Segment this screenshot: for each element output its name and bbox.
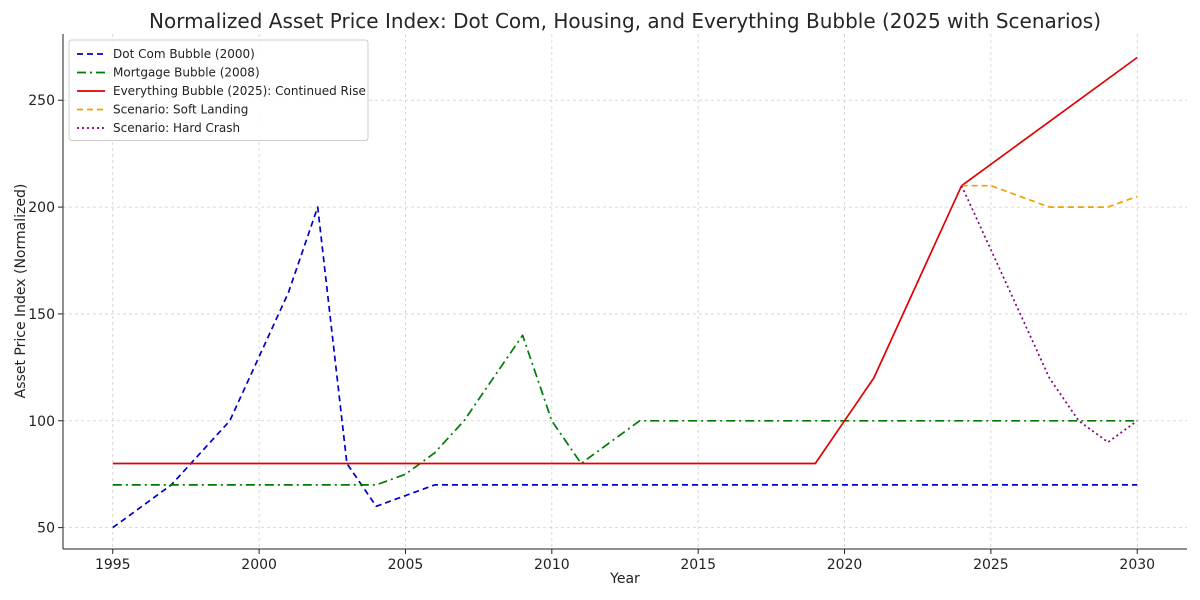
chart-title: Normalized Asset Price Index: Dot Com, H… (149, 9, 1101, 33)
legend-label-2: Mortgage Bubble (2008) (113, 66, 260, 80)
x-tick-label: 2005 (388, 557, 424, 573)
x-tick-label: 2015 (680, 557, 716, 573)
x-tick-label: 2030 (1119, 557, 1155, 573)
x-tick-label: 2025 (973, 557, 1009, 573)
series-line-2 (112, 334, 1138, 486)
x-tick-label: 1995 (95, 557, 131, 573)
x-tick-label: 2010 (534, 557, 570, 573)
legend-label-3: Everything Bubble (2025): Continued Rise (113, 84, 366, 98)
series-lines (112, 56, 1138, 529)
y-axis-label: Asset Price Index (Normalized) (13, 184, 29, 399)
x-axis-label: Year (609, 571, 640, 587)
legend: Dot Com Bubble (2000) Mortgage Bubble (20… (68, 39, 369, 141)
x-tick-label: 2000 (241, 557, 277, 573)
tick-labels: 1995 2000 2005 2010 2015 2020 2025 2030 50 100 150… (28, 93, 1155, 573)
y-tick-label: 250 (28, 93, 55, 109)
series-line-1 (112, 206, 1138, 529)
series-line-3 (112, 56, 1138, 465)
y-tick-label: 50 (37, 521, 55, 537)
legend-label-5: Scenario: Hard Crash (113, 121, 240, 135)
x-tick-label: 2020 (827, 557, 863, 573)
y-tick-label: 150 (28, 307, 55, 323)
axes (62, 34, 1187, 550)
y-tick-label: 200 (28, 200, 55, 216)
series-line-4 (961, 184, 1138, 208)
y-tick-label: 100 (28, 414, 55, 430)
legend-label-1: Dot Com Bubble (2000) (113, 47, 255, 61)
legend-box (68, 39, 369, 141)
legend-label-4: Scenario: Soft Landing (113, 103, 248, 117)
series-line-5 (960, 185, 1138, 444)
